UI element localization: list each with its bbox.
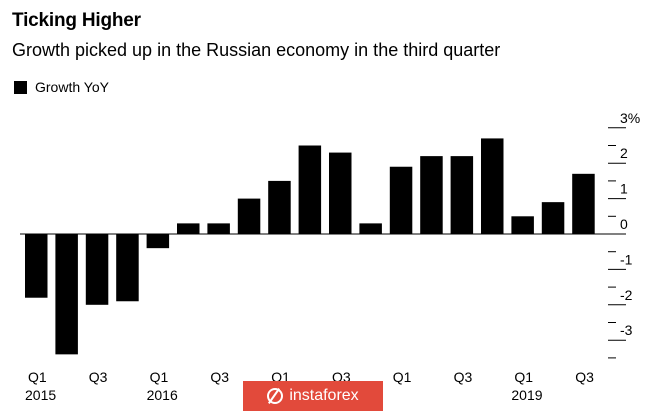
x-tick-label: Q3 — [454, 369, 473, 385]
watermark-text: instaforex — [289, 387, 359, 404]
bar-q4-2015 — [116, 234, 139, 302]
x-tick-label: Q1 — [514, 369, 533, 385]
chart-subtitle: Growth picked up in the Russian economy … — [12, 40, 501, 60]
bar-q1-2017 — [268, 180, 291, 234]
x-year-label: 2015 — [25, 387, 56, 403]
x-tick-label: Q3 — [89, 369, 108, 385]
y-tick-label: -2 — [620, 287, 633, 303]
bar-q3-2018 — [450, 156, 474, 234]
y-tick-label: 2 — [620, 145, 628, 161]
legend-label: Growth YoY — [35, 79, 109, 95]
bar-q3-2017 — [329, 152, 352, 234]
bar-q4-2018 — [481, 138, 504, 234]
bar-q3-2015 — [85, 234, 109, 305]
x-year-label: 2019 — [511, 387, 542, 403]
bar-q2-2015 — [55, 234, 78, 355]
watermark-logo-icon — [267, 388, 284, 404]
y-tick-label: -1 — [620, 251, 633, 267]
x-tick-label: Q1 — [150, 369, 169, 385]
watermark-badge: instaforex — [243, 381, 383, 411]
bar-q1-2015 — [25, 234, 48, 298]
y-tick-label: 0 — [620, 216, 628, 232]
bar-q1-2016 — [146, 234, 170, 249]
bar-q3-2016 — [207, 223, 230, 234]
bar-q2-2019 — [541, 202, 565, 234]
x-tick-label: Q3 — [210, 369, 229, 385]
bar-q2-2018 — [420, 156, 443, 234]
legend-swatch — [14, 80, 27, 94]
x-tick-label: Q1 — [28, 369, 47, 385]
y-tick-label: 1 — [620, 181, 628, 197]
y-tick-label: 3% — [620, 110, 640, 126]
bar-q3-2019 — [572, 173, 595, 234]
x-tick-label: Q3 — [575, 369, 594, 385]
chart-title: Ticking Higher — [12, 10, 141, 31]
y-tick-label: -3 — [620, 322, 633, 338]
x-year-label: 2016 — [147, 387, 178, 403]
chart-legend: Growth YoY — [14, 79, 109, 95]
bar-q4-2017 — [359, 223, 382, 234]
bar-q4-2016 — [237, 198, 261, 234]
bar-q1-2018 — [389, 166, 413, 234]
bar-q1-2019 — [511, 216, 534, 234]
bar-q2-2017 — [298, 145, 322, 234]
bar-q2-2016 — [177, 223, 200, 234]
x-tick-label: Q1 — [393, 369, 412, 385]
